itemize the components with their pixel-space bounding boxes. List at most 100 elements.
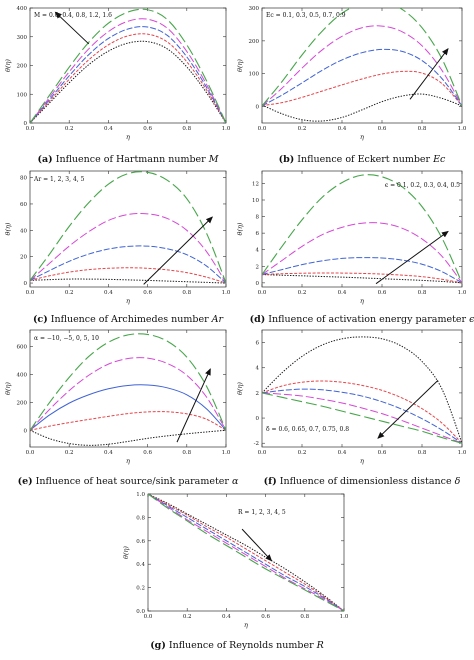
series-line-1 [30,40,226,123]
series-line-4 [148,494,344,611]
x-axis-label: η [360,133,364,141]
y-tick-label: 100 [17,92,28,98]
y-tick-label: 20 [20,255,27,261]
series-line-1 [148,494,344,611]
x-tick-label: 1.0 [222,290,231,296]
parameter-annotation: δ = 0.6, 0.65, 0.7, 0.75, 0.8 [266,426,349,433]
x-tick-label: 0.0 [258,290,267,296]
x-tick-label: 0.8 [418,290,427,296]
x-tick-label: 0.2 [298,450,307,456]
y-axis-label: θ(η) [4,222,12,235]
x-tick-label: 0.0 [258,450,267,456]
x-axis-label: η [244,621,248,629]
y-tick-label: 8 [256,215,260,221]
trend-arrow [143,216,213,285]
caption-text: Influence of Hartmann number [53,154,209,165]
panel-caption: (b) Influence of Eckert number Ec [279,154,446,165]
y-tick-label: 0.8 [136,515,145,521]
series-line-3 [262,388,462,444]
panel-d: 0.0 0.2 0.4 0.6 0.8 1.0 0 2 4 6 8 10 12 η θ(η) ϵ = 0.1,… [236,170,474,325]
y-tick-label: 0 [256,105,260,111]
series-line-5 [262,8,462,107]
series-line-2 [262,380,462,444]
trend-arrow [377,379,439,439]
series-line-1 [30,278,226,284]
plot-frame [261,7,463,124]
y-tick-label: 0 [24,428,28,434]
panel-f: 0.0 0.2 0.4 0.6 0.8 1.0 -2 0 2 4 6 η θ(η) δ = 0.6, 0.… [236,329,467,487]
y-tick-label: 60 [20,202,27,208]
x-tick-label: 0.4 [338,126,347,132]
caption-symbol: Ar [211,314,225,325]
x-tick-label: 0.6 [143,126,152,132]
x-tick-label: 1.0 [458,126,467,132]
x-tick-label: 0.0 [26,450,35,456]
series-line-4 [262,25,462,107]
series-line-4 [30,18,226,123]
x-tick-label: 1.0 [458,450,467,456]
y-tick-label: 12 [252,181,259,187]
y-tick-label: 200 [249,39,260,45]
x-tick-label: 0.2 [65,290,74,296]
y-tick-label: 0 [24,281,28,287]
x-axis-label: η [126,133,130,141]
series-line-2 [262,272,462,284]
series-line-4 [30,212,226,284]
series-line-2 [148,494,344,611]
plot-frame [147,493,345,612]
y-tick-label: 2 [256,391,260,397]
caption-text: Influence of heat source/sink parameter [33,476,232,487]
x-tick-label: 0.8 [300,614,309,620]
series-line-3 [148,494,344,611]
y-tick-label: 0.6 [136,539,145,545]
y-tick-label: 40 [20,228,27,234]
y-tick-label: -2 [254,441,259,447]
series-line-5 [262,392,462,444]
caption-symbol: ϵ [469,314,474,325]
panel-caption: (g) Influence of Reynolds number R [150,640,324,651]
series-line-3 [30,26,226,123]
x-tick-label: 1.0 [340,614,349,620]
x-tick-label: 0.4 [104,290,113,296]
caption-label: (c) [33,314,48,325]
caption-symbol: α [232,476,239,487]
panel-caption: (a) Influence of Hartmann number M [38,154,219,165]
series-line-1 [262,274,462,284]
x-tick-label: 1.0 [222,450,231,456]
x-tick-label: 0.8 [182,450,191,456]
x-tick-label: 0.8 [418,450,427,456]
parameter-annotation: Ar = 1, 2, 3, 4, 5 [33,176,85,183]
y-tick-label: 80 [20,176,27,182]
x-tick-label: 0.0 [26,290,35,296]
y-tick-label: 0 [24,121,28,127]
y-tick-label: 400 [17,373,28,379]
plot-frame [29,329,227,448]
x-tick-label: 0.0 [258,126,267,132]
panel-caption: (e) Influence of heat source/sink parame… [18,476,239,487]
caption-label: (d) [250,314,266,325]
x-tick-label: 1.0 [458,290,467,296]
x-axis-label: η [126,297,130,305]
x-tick-label: 0.8 [418,126,427,132]
series-line-4 [262,392,462,444]
y-tick-label: 4 [256,366,260,372]
caption-label: (e) [18,476,33,487]
parameter-annotation: α = −10, −5, 0, 5, 10 [34,335,99,342]
parameter-annotation: ϵ = 0.1, 0.2, 0.3, 0.4, 0.5 [385,182,460,189]
series-line-5 [30,333,226,431]
caption-text: Influence of Eckert number [294,154,433,165]
x-tick-label: 0.4 [104,126,113,132]
caption-label: (f) [264,476,277,487]
y-tick-label: 0.0 [136,609,145,615]
trend-arrow [241,528,273,562]
x-axis-label: η [360,297,364,305]
x-tick-label: 0.6 [378,290,387,296]
y-axis-label: θ(η) [122,546,130,559]
caption-label: (b) [279,154,295,165]
plot-frame [261,329,463,448]
y-axis-label: θ(η) [236,222,244,235]
plot-frame [29,7,227,124]
series-line-5 [148,494,344,611]
x-tick-label: 0.2 [298,290,307,296]
y-tick-label: 0.2 [136,586,145,592]
